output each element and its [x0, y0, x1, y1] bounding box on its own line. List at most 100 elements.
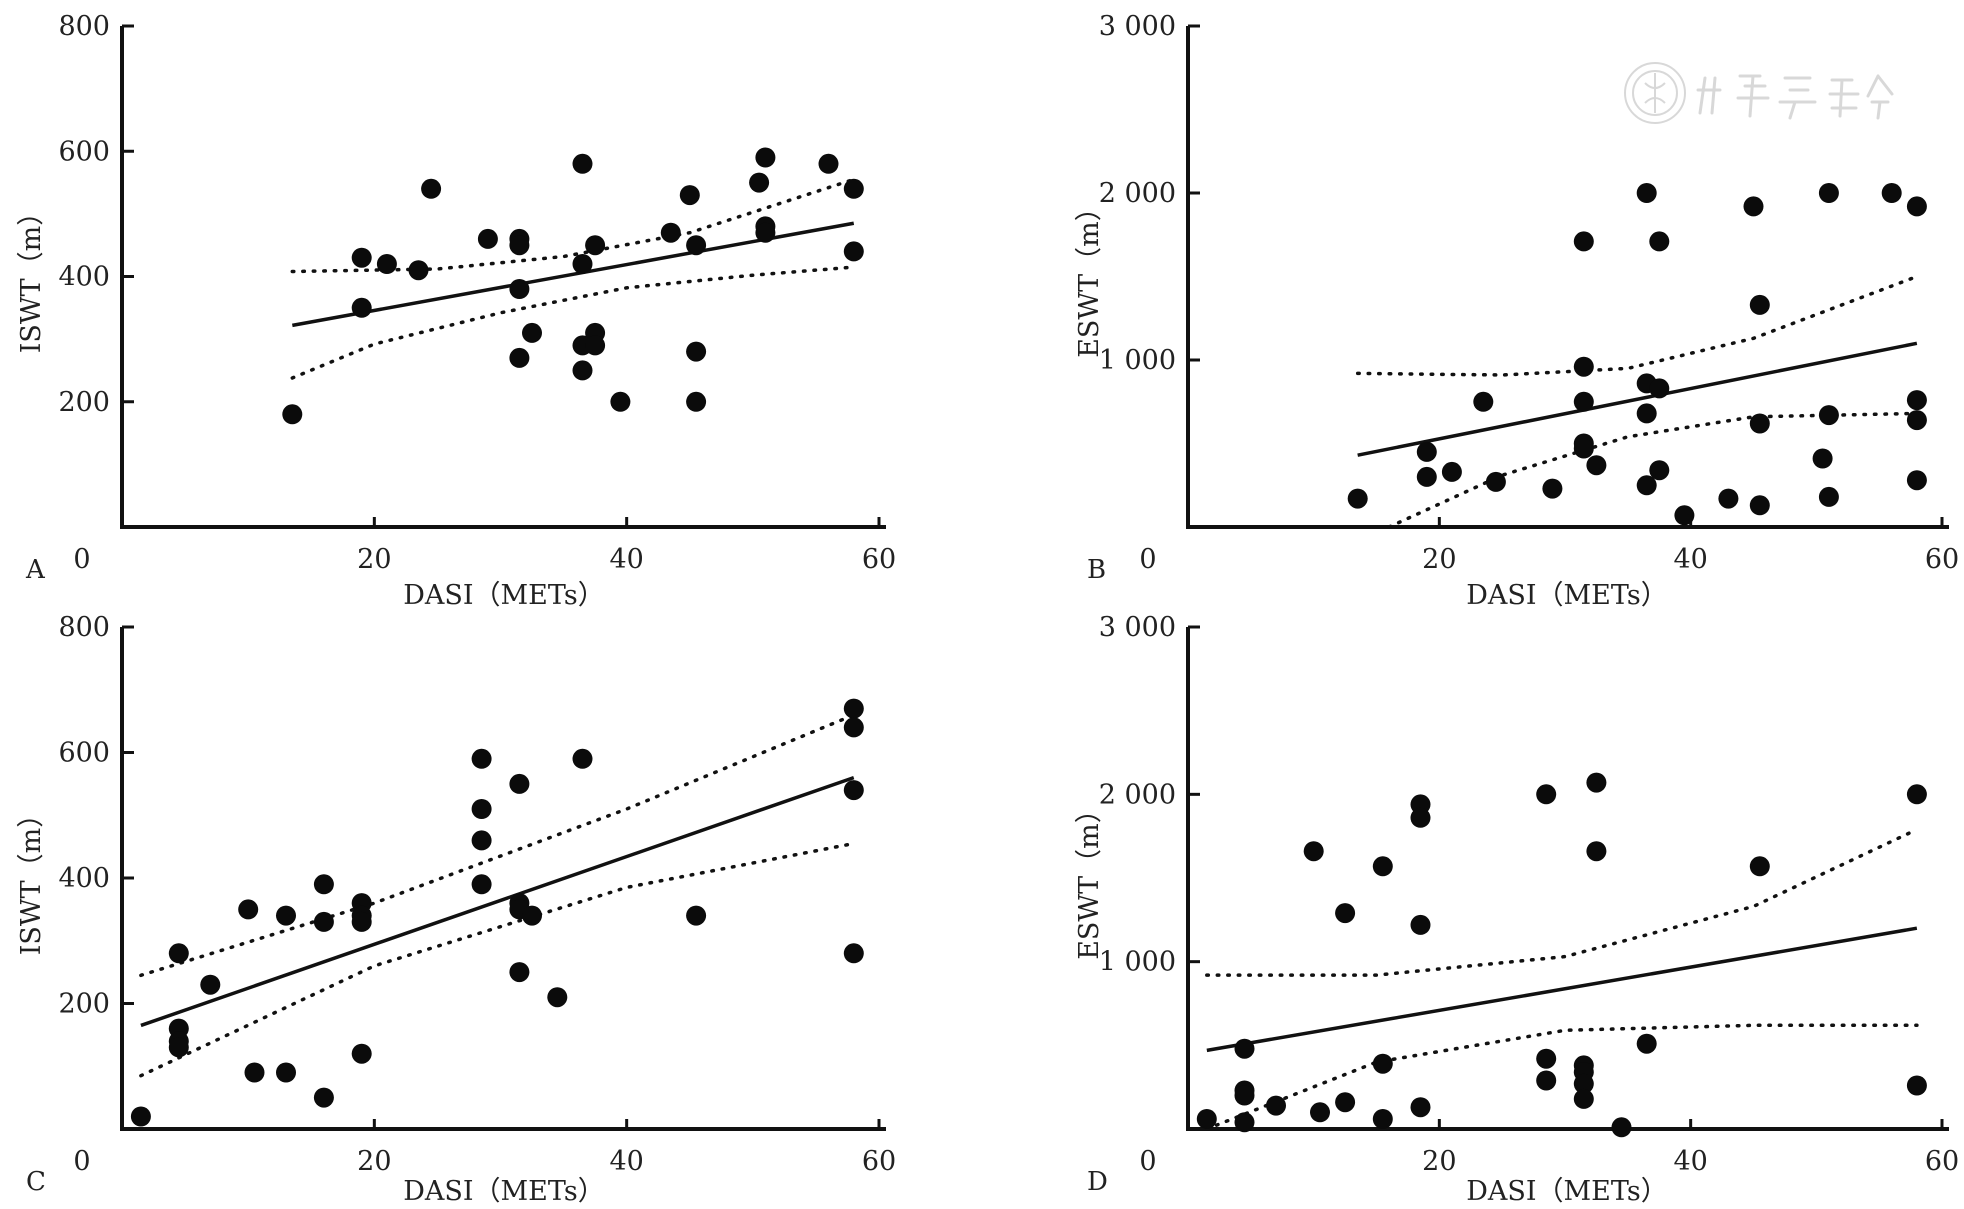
data-point: [1636, 475, 1657, 496]
x-axis-title: DASI（METs）: [1466, 1176, 1668, 1207]
panel-letter: C: [26, 1167, 46, 1197]
data-point: [351, 247, 372, 268]
data-point: [313, 1087, 334, 1108]
data-point: [1536, 1070, 1557, 1091]
data-point: [686, 235, 707, 256]
data-point: [572, 360, 593, 381]
regression-line: [140, 775, 855, 1028]
data-point: [471, 830, 492, 851]
data-point: [843, 943, 864, 964]
y-tick-label: 1 000: [1099, 345, 1176, 376]
y-tick-label: 2 000: [1099, 178, 1176, 209]
data-point: [1473, 391, 1494, 412]
y-tick-label: 1 000: [1099, 947, 1176, 978]
data-point: [1818, 183, 1839, 203]
data-point: [1485, 471, 1506, 492]
data-point: [1674, 505, 1695, 526]
data-point: [1636, 183, 1657, 203]
y-tick-label: 400: [58, 863, 110, 894]
data-point: [1881, 183, 1902, 203]
data-point: [168, 943, 189, 964]
panel-b: B DASI（METs） ESWT（m） 0 20 40 60 1 000 2 000 3 …: [1074, 11, 1959, 611]
data-point: [1410, 1097, 1431, 1118]
data-point: [1749, 413, 1770, 434]
ci-lower-line: [290, 265, 856, 380]
data-point: [1573, 391, 1594, 412]
x-tick-label: 60: [1925, 544, 1959, 575]
data-point: [1906, 470, 1927, 491]
y-tick-label: 800: [58, 11, 110, 42]
data-point: [1441, 461, 1462, 482]
y-tick-label: 600: [58, 136, 110, 167]
x-tick-label: 40: [609, 544, 643, 575]
y-tick-label: 200: [58, 387, 110, 418]
data-point: [1372, 1053, 1393, 1074]
panel-d: D DASI（METs） ESWT（m） 0 20 40 60 1 000 2 000 3 …: [1074, 612, 1959, 1207]
y-tick-label: 400: [58, 262, 110, 293]
regression-line-layer: [140, 775, 855, 1028]
data-point: [1649, 378, 1670, 399]
ticks-layer: 0 20 40 60 1 000 2 000 3 000: [1099, 612, 1959, 1177]
data-point: [1573, 356, 1594, 377]
y-tick-label: 800: [58, 612, 110, 643]
data-point: [509, 235, 530, 256]
data-point: [1542, 478, 1563, 499]
x-tick-label: 0: [1139, 1146, 1156, 1177]
x-tick-label: 20: [357, 544, 391, 575]
data-point: [843, 241, 864, 262]
data-point: [1749, 495, 1770, 516]
data-point: [1718, 488, 1739, 509]
data-point: [1573, 438, 1594, 459]
data-point: [1573, 1073, 1594, 1094]
data-point: [1410, 914, 1431, 935]
data-point: [509, 773, 530, 794]
data-point: [1812, 448, 1833, 469]
data-point: [1586, 841, 1607, 862]
y-tick-label: 600: [58, 738, 110, 769]
data-point: [686, 905, 707, 926]
data-point: [282, 404, 303, 425]
data-point: [1749, 856, 1770, 877]
data-point: [1586, 455, 1607, 476]
y-tick-label: 3 000: [1099, 612, 1176, 643]
x-tick-label: 20: [1422, 544, 1456, 575]
x-tick-label: 20: [357, 1146, 391, 1177]
panel-letter: A: [25, 555, 46, 585]
data-point: [1573, 231, 1594, 252]
ticks-layer: 0 20 40 60 200 400 600 800: [58, 11, 896, 575]
y-axis-title: ISWT（m）: [16, 801, 47, 956]
data-point: [1573, 1088, 1594, 1109]
regression-line: [1357, 341, 1918, 457]
x-tick-label: 40: [1673, 1146, 1707, 1177]
data-point: [1818, 405, 1839, 426]
data-point: [313, 911, 334, 932]
data-point: [168, 1037, 189, 1058]
x-tick-label: 20: [1422, 1146, 1456, 1177]
ci-upper-line: [139, 713, 856, 978]
x-tick-label: 60: [862, 1146, 896, 1177]
y-tick-label: 200: [58, 989, 110, 1020]
data-point: [276, 1062, 296, 1083]
panel-c: C DASI（METs） ISWT（m） 0 20 40 60 200 400 600 800: [16, 612, 896, 1207]
data-point: [1410, 807, 1431, 828]
ticks-layer: 0 20 40 60 1 000 2 000 3 000: [1099, 11, 1959, 575]
society-seal-icon: [1624, 62, 1686, 124]
data-point: [610, 391, 631, 412]
data-point: [238, 899, 259, 920]
data-point: [1818, 486, 1839, 507]
data-point: [1536, 1048, 1557, 1069]
points-layer: [282, 147, 864, 425]
data-point: [1636, 403, 1657, 424]
data-point: [471, 874, 492, 895]
panel-letter: D: [1087, 1167, 1108, 1197]
panel-a: A DASI（METs） ISWT（m） 0 20 40 60 200 400 600 800: [16, 11, 896, 611]
data-point: [509, 279, 530, 299]
data-point: [351, 911, 372, 932]
data-point: [351, 297, 372, 318]
data-point: [1416, 441, 1437, 462]
y-tick-label: 2 000: [1099, 779, 1176, 810]
confidence-band: [1205, 827, 1919, 1131]
data-point: [843, 698, 864, 719]
data-point: [130, 1106, 151, 1127]
